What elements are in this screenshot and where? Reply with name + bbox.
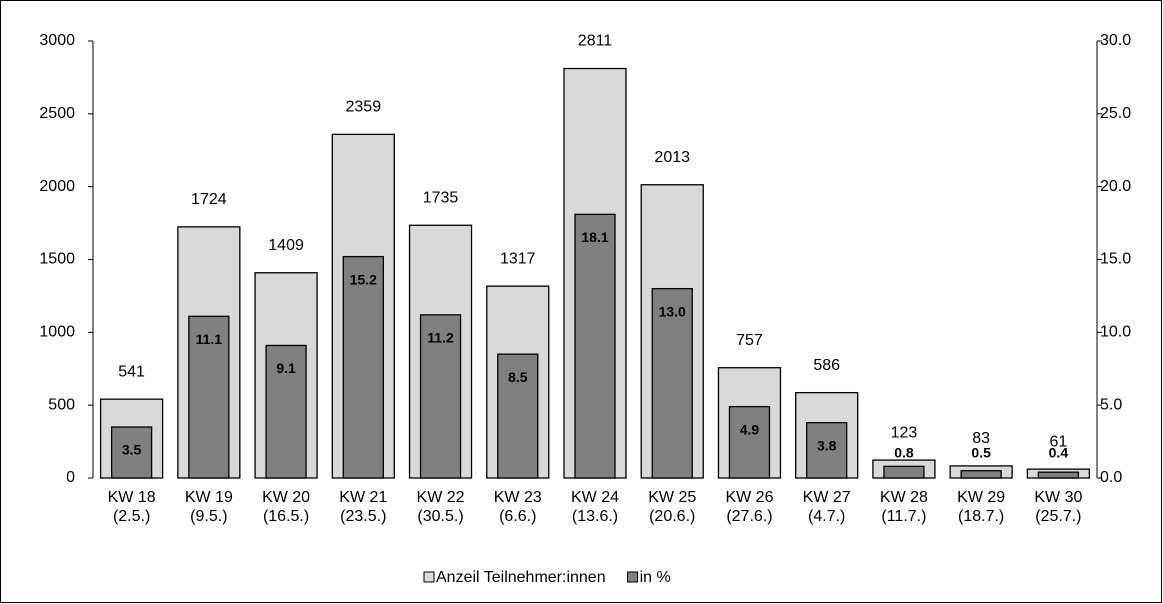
value-label: 8.5	[508, 369, 528, 385]
x-tick-label: (30.5.)	[417, 508, 463, 525]
bar	[497, 353, 539, 479]
bar	[265, 344, 307, 479]
value-label: 4.9	[740, 421, 760, 437]
x-tick-label: (2.5.)	[113, 508, 150, 525]
value-label: 83	[972, 430, 990, 447]
value-label: 2811	[578, 33, 613, 50]
value-label: 0.4	[1049, 445, 1069, 461]
legend-label: in %	[640, 569, 671, 586]
value-label: 3.5	[122, 442, 142, 458]
y-tick-label: 0	[66, 469, 75, 486]
y-tick-label: 1500	[39, 251, 75, 268]
value-label: 1724	[191, 191, 227, 208]
value-label: 0.8	[894, 445, 914, 461]
x-tick-label: KW 24	[571, 489, 619, 506]
x-tick-label: KW 22	[417, 489, 465, 506]
y2-tick-label: 30.0	[1100, 32, 1131, 49]
bar	[188, 315, 230, 479]
bar	[342, 255, 384, 479]
x-tick-label: (11.7.)	[881, 508, 926, 525]
x-tick-label: (20.6.)	[649, 508, 695, 525]
x-tick-label: KW 27	[803, 489, 851, 506]
bar	[1037, 471, 1080, 479]
value-label: 541	[118, 363, 145, 380]
y-tick-label: 2000	[39, 178, 75, 195]
x-tick-label: KW 30	[1034, 489, 1082, 506]
x-tick-label: (18.7.)	[958, 508, 1004, 525]
x-tick-label: KW 28	[880, 489, 928, 506]
value-label: 61	[1049, 433, 1067, 450]
x-tick-label: (13.6.)	[572, 508, 618, 525]
value-label: 9.1	[276, 360, 296, 376]
x-tick-label: KW 23	[494, 489, 542, 506]
value-label: 123	[891, 424, 918, 441]
y-tick-label: 500	[48, 396, 75, 413]
y2-tick-label: 20.0	[1100, 178, 1131, 195]
x-tick-label: KW 19	[185, 489, 233, 506]
bar	[651, 287, 693, 479]
x-tick-label: (9.5.)	[190, 508, 227, 525]
legend-swatch	[627, 571, 639, 583]
y2-tick-label: 0.0	[1100, 469, 1122, 486]
y-tick-label: 1000	[39, 324, 75, 341]
value-label: 15.2	[350, 271, 377, 287]
value-label: 586	[813, 357, 840, 374]
x-tick-label: (25.7.)	[1035, 508, 1081, 525]
x-tick-label: (4.7.)	[808, 508, 845, 525]
value-label: 1409	[268, 237, 304, 254]
bar	[960, 470, 1002, 479]
value-label: 2013	[654, 149, 690, 166]
x-tick-label: (16.5.)	[263, 508, 309, 525]
x-tick-label: KW 21	[339, 489, 387, 506]
value-label: 0.5	[971, 445, 991, 461]
bar	[574, 213, 616, 479]
x-tick-label: KW 20	[262, 489, 310, 506]
value-label: 1317	[500, 250, 536, 267]
x-tick-label: (23.5.)	[340, 508, 386, 525]
bar	[728, 405, 771, 479]
y2-tick-label: 15.0	[1100, 251, 1131, 268]
y2-tick-label: 5.0	[1100, 396, 1122, 413]
y-tick-label: 2500	[39, 105, 75, 122]
value-label: 11.2	[427, 330, 454, 346]
x-tick-label: (6.6.)	[499, 508, 536, 525]
value-label: 757	[736, 332, 763, 349]
value-label: 11.1	[196, 331, 223, 347]
x-tick-label: KW 18	[108, 489, 156, 506]
y-tick-label: 3000	[39, 32, 75, 49]
value-label: 2359	[346, 99, 382, 116]
bar	[806, 421, 848, 479]
bar	[883, 465, 925, 479]
value-label: 13.0	[659, 303, 686, 319]
legend-swatch	[423, 571, 435, 583]
y2-tick-label: 25.0	[1100, 105, 1131, 122]
x-tick-label: KW 25	[648, 489, 696, 506]
legend-label: Anzeil Teilnehmer:innen	[436, 569, 606, 586]
value-label: 1735	[423, 189, 459, 206]
value-label: 18.1	[581, 229, 608, 245]
value-label: 3.8	[817, 437, 837, 453]
x-tick-label: (27.6.)	[726, 508, 772, 525]
x-tick-label: KW 29	[957, 489, 1005, 506]
bar	[419, 314, 462, 479]
x-tick-label: KW 26	[725, 489, 773, 506]
y2-tick-label: 10.0	[1100, 324, 1131, 341]
bar	[110, 426, 153, 479]
